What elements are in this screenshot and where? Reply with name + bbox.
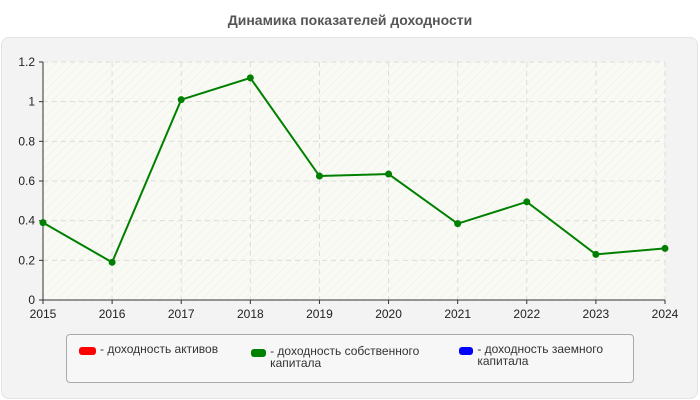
- data-point: [523, 198, 531, 206]
- y-tick-label: 0.2: [18, 253, 35, 267]
- x-tick-label: 2015: [30, 307, 57, 321]
- legend-swatch-blue: [459, 347, 474, 355]
- y-tick-label: 0.6: [18, 174, 35, 188]
- y-tick-label: 1: [28, 95, 35, 109]
- legend-item-equity: - доходность собственного капитала: [251, 345, 451, 369]
- data-point: [315, 172, 323, 180]
- x-tick-label: 2020: [375, 307, 402, 321]
- legend-swatch-red: [79, 347, 96, 355]
- chart-title: Динамика показателей доходности: [227, 12, 473, 28]
- x-tick-label: 2017: [168, 307, 195, 321]
- x-tick-label: 2022: [513, 307, 540, 321]
- x-tick-label: 2018: [237, 307, 264, 321]
- x-tick-label: 2016: [99, 307, 126, 321]
- legend-item-assets: - доходность активов: [79, 343, 249, 355]
- legend-item-debt: - доходность заемного капитала: [459, 343, 629, 367]
- data-point: [39, 219, 47, 227]
- plot-area: 0 0.2 0.4 0.6 0.8 1 1.2 2015 2016 2017 2018 2019 202…: [18, 55, 678, 321]
- data-point: [454, 220, 462, 228]
- data-point: [592, 250, 600, 258]
- x-tick-label: 2024: [652, 307, 679, 321]
- data-point: [246, 74, 254, 82]
- data-point: [108, 258, 116, 266]
- series-line: [42, 76, 666, 264]
- y-tick-label: 0: [28, 293, 35, 307]
- y-tick-label: 0.4: [18, 214, 35, 228]
- data-point: [177, 96, 185, 104]
- x-tick-label: 2021: [444, 307, 471, 321]
- y-tick-label: 0.8: [18, 134, 35, 148]
- legend-swatch-green: [251, 349, 267, 357]
- y-tick-label: 1.2: [18, 55, 35, 69]
- x-tick-label: 2023: [583, 307, 610, 321]
- x-tick-label: 2019: [306, 307, 333, 321]
- legend: - доходность активов - доходность собств…: [66, 334, 634, 383]
- data-point: [385, 170, 393, 178]
- data-point: [661, 244, 669, 252]
